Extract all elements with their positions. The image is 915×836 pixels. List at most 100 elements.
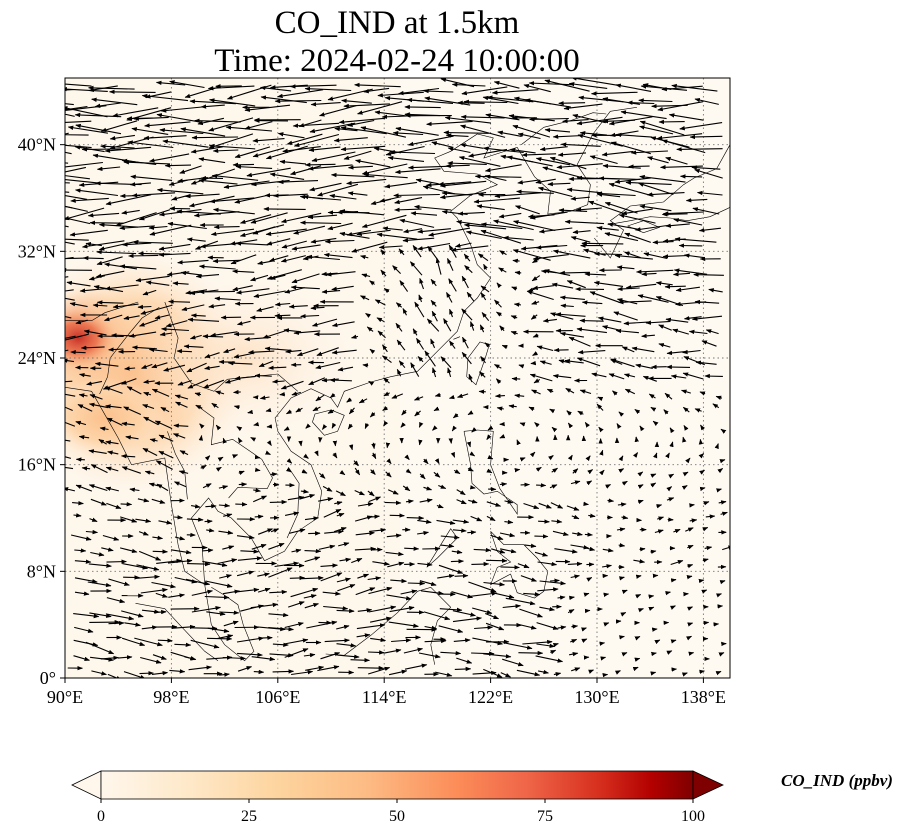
- wind-arrow: [206, 528, 215, 533]
- wind-arrow: [367, 650, 385, 655]
- wind-arrow: [318, 620, 332, 625]
- wind-arrow: [412, 245, 422, 258]
- wind-arrow: [687, 622, 694, 627]
- wind-arrow: [523, 592, 541, 597]
- wind-arrow: [329, 193, 357, 200]
- wind-arrow: [460, 114, 505, 120]
- wind-arrow: [219, 672, 230, 677]
- wind-arrow: [235, 164, 273, 169]
- wind-arrow: [436, 503, 444, 509]
- wind-arrow: [187, 317, 220, 322]
- wind-arrow: [258, 528, 274, 535]
- wind-arrow: [303, 453, 309, 459]
- wind-arrow: [251, 656, 276, 662]
- wind-arrow: [124, 622, 141, 627]
- wind-arrow: [141, 625, 158, 630]
- wind-arrow: [270, 528, 280, 533]
- wind-arrow: [223, 620, 239, 627]
- wind-arrow: [400, 589, 418, 595]
- wind-arrow: [387, 561, 405, 568]
- wind-arrow: [280, 255, 306, 263]
- wind-arrow: [500, 548, 517, 554]
- wind-arrow: [299, 194, 342, 201]
- wind-arrow: [289, 84, 337, 89]
- wind-arrow: [141, 363, 153, 369]
- wind-arrow: [419, 277, 425, 290]
- wind-arrow: [284, 287, 305, 294]
- wind-arrow: [472, 607, 493, 615]
- wind-arrow: [123, 315, 140, 321]
- wind-arrow: [504, 519, 514, 525]
- wind-arrow: [355, 159, 391, 168]
- wind-arrow: [368, 586, 393, 595]
- wind-arrow: [371, 452, 377, 460]
- wind-arrow: [75, 457, 85, 462]
- wind-arrow: [208, 133, 254, 149]
- wind-arrow: [65, 380, 73, 383]
- wind-arrow: [453, 469, 461, 475]
- wind-arrow: [387, 155, 425, 162]
- wind-arrow: [65, 393, 76, 397]
- wind-arrow: [70, 197, 109, 203]
- wind-arrow: [517, 563, 530, 569]
- wind-arrow: [253, 290, 286, 298]
- wind-arrow: [191, 606, 221, 613]
- wind-arrow: [157, 638, 173, 643]
- wind-arrow: [467, 410, 474, 416]
- wind-arrow: [499, 482, 508, 487]
- wind-arrow: [516, 669, 541, 677]
- wind-arrow: [454, 666, 472, 672]
- coastline-segment: [99, 307, 160, 395]
- wind-arrow: [65, 103, 74, 106]
- wind-arrow: [134, 637, 163, 647]
- wind-arrow: [404, 546, 420, 551]
- wind-arrow: [83, 329, 107, 336]
- wind-arrow: [279, 159, 307, 165]
- wind-arrow: [96, 249, 137, 255]
- wind-arrow: [416, 337, 425, 350]
- wind-arrow: [338, 117, 386, 125]
- wind-arrow: [463, 253, 471, 262]
- wind-arrow: [665, 590, 671, 596]
- y-tick-label: 40°N: [18, 135, 56, 155]
- wind-arrow: [168, 299, 191, 304]
- wind-arrow: [686, 575, 693, 580]
- wind-arrow: [715, 593, 722, 598]
- wind-arrow: [372, 561, 390, 566]
- wind-arrow: [91, 670, 107, 676]
- wind-arrow: [141, 93, 189, 102]
- wind-arrow: [269, 274, 286, 280]
- wind-arrow: [367, 514, 380, 519]
- colorbar-tick-label: 100: [681, 808, 705, 825]
- wind-arrow: [169, 80, 205, 89]
- wind-arrow: [239, 214, 272, 224]
- wind-arrow: [236, 570, 255, 577]
- wind-arrow: [351, 241, 388, 253]
- wind-arrow: [418, 439, 423, 446]
- x-tick-label: 114°E: [362, 687, 407, 707]
- wind-arrow: [140, 587, 168, 594]
- wind-arrow: [332, 452, 338, 459]
- wind-arrow: [89, 517, 98, 523]
- wind-arrow: [238, 482, 248, 487]
- wind-arrow: [628, 164, 650, 169]
- wind-arrow: [65, 120, 92, 124]
- wind-arrow: [139, 319, 159, 327]
- wind-arrow: [322, 485, 333, 492]
- wind-arrow: [138, 531, 149, 536]
- x-tick-label: 106°E: [255, 687, 300, 707]
- wind-arrow: [719, 459, 726, 464]
- wind-arrow: [360, 255, 369, 260]
- wind-arrow: [105, 486, 119, 492]
- wind-arrow: [272, 669, 295, 674]
- wind-arrow: [331, 422, 337, 429]
- wind-arrow: [65, 175, 90, 180]
- wind-arrow: [205, 504, 217, 509]
- wind-arrow: [190, 146, 223, 154]
- wind-arrow: [268, 365, 287, 371]
- wind-arrow: [100, 655, 119, 661]
- wind-arrow: [395, 302, 403, 308]
- wind-arrow: [461, 86, 508, 96]
- wind-arrow: [295, 407, 303, 413]
- wind-arrow: [310, 102, 341, 107]
